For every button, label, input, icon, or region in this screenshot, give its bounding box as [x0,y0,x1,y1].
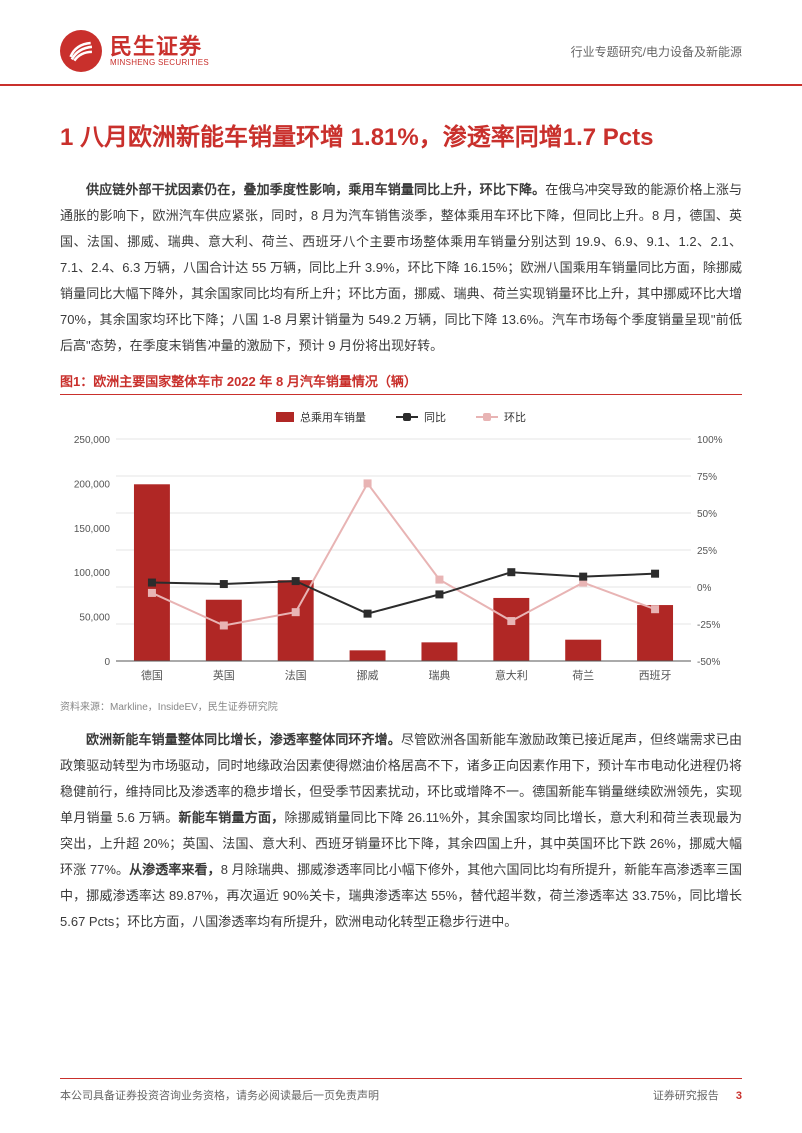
svg-text:200,000: 200,000 [74,480,111,491]
svg-text:100,000: 100,000 [74,568,111,579]
para1-body: 在俄乌冲突导致的能源价格上涨与通胀的影响下，欧洲汽车供应紧张，同时，8 月为汽车… [60,182,742,353]
chart-legend: 总乘用车销量 同比 环比 [60,409,742,425]
svg-text:-50%: -50% [697,657,720,668]
para1-lead: 供应链外部干扰因素仍在，叠加季度性影响，乘用车销量同比上升，环比下降。 [86,182,545,197]
logo-text: 民生证券 MINSHENG SECURITIES [110,35,209,68]
legend-bar-label: 总乘用车销量 [300,409,366,425]
svg-text:西班牙: 西班牙 [639,669,672,682]
logo-icon [60,30,102,72]
chart-source: 资料来源：Markline，InsideEV，民生证券研究院 [60,698,742,713]
svg-text:50%: 50% [697,509,717,520]
paragraph-1: 供应链外部干扰因素仍在，叠加季度性影响，乘用车销量同比上升，环比下降。在俄乌冲突… [60,177,742,359]
logo-cn: 民生证券 [110,35,209,59]
chart-svg: 0 50,000 100,000 150,000 200,000 250,000 -50% -… [60,429,742,689]
svg-text:瑞典: 瑞典 [428,668,450,682]
legend-mom: 环比 [476,409,526,425]
svg-text:法国: 法国 [285,668,307,682]
chart-container: 总乘用车销量 同比 环比 0 50,000 100,000 150,000 200,00… [60,403,742,696]
svg-text:挪威: 挪威 [357,668,379,682]
svg-text:25%: 25% [697,546,717,557]
legend-bar-swatch [276,412,294,422]
para2-bold-c: 从渗透率来看， [129,862,221,877]
legend-mom-label: 环比 [504,409,526,425]
svg-text:250,000: 250,000 [74,435,111,446]
svg-text:75%: 75% [697,472,717,483]
para2-lead: 欧洲新能车销量整体同比增长，渗透率整体同环齐增。 [86,732,401,747]
svg-text:50,000: 50,000 [79,613,110,624]
header-meta: 行业专题研究/电力设备及新能源 [571,43,742,60]
paragraph-2: 欧洲新能车销量整体同比增长，渗透率整体同环齐增。尽管欧洲各国新能车激励政策已接近… [60,727,742,935]
para2-bold-b: 新能车销量方面， [179,810,285,825]
footer-left: 本公司具备证券投资咨询业务资格，请务必阅读最后一页免责声明 [60,1087,379,1103]
svg-text:荷兰: 荷兰 [572,669,594,682]
legend-yoy-swatch [396,416,418,418]
footer-right: 证券研究报告 [653,1090,719,1102]
legend-yoy-label: 同比 [424,409,446,425]
legend-bar: 总乘用车销量 [276,409,366,425]
footer-right-block: 证券研究报告 3 [653,1087,742,1103]
svg-text:0: 0 [104,657,110,668]
svg-text:150,000: 150,000 [74,524,111,535]
svg-text:德国: 德国 [141,668,163,682]
content: 1 八月欧洲新能车销量环增 1.81%，渗透率同增1.7 Pcts 供应链外部干… [0,86,802,935]
legend-mom-swatch [476,416,498,418]
chart-title: 图1：欧洲主要国家整体车市 2022 年 8 月汽车销量情况（辆） [60,371,742,395]
logo-block: 民生证券 MINSHENG SECURITIES [60,30,209,72]
page-footer: 本公司具备证券投资咨询业务资格，请务必阅读最后一页免责声明 证券研究报告 3 [60,1078,742,1103]
page-number: 3 [736,1090,742,1102]
legend-yoy: 同比 [396,409,446,425]
section-heading: 1 八月欧洲新能车销量环增 1.81%，渗透率同增1.7 Pcts [60,116,742,159]
svg-text:100%: 100% [697,435,723,446]
svg-text:-25%: -25% [697,620,720,631]
logo-en: MINSHENG SECURITIES [110,59,209,68]
svg-text:意大利: 意大利 [495,668,528,682]
svg-text:0%: 0% [697,583,712,594]
page-header: 民生证券 MINSHENG SECURITIES 行业专题研究/电力设备及新能源 [0,0,802,86]
svg-text:英国: 英国 [213,668,235,682]
